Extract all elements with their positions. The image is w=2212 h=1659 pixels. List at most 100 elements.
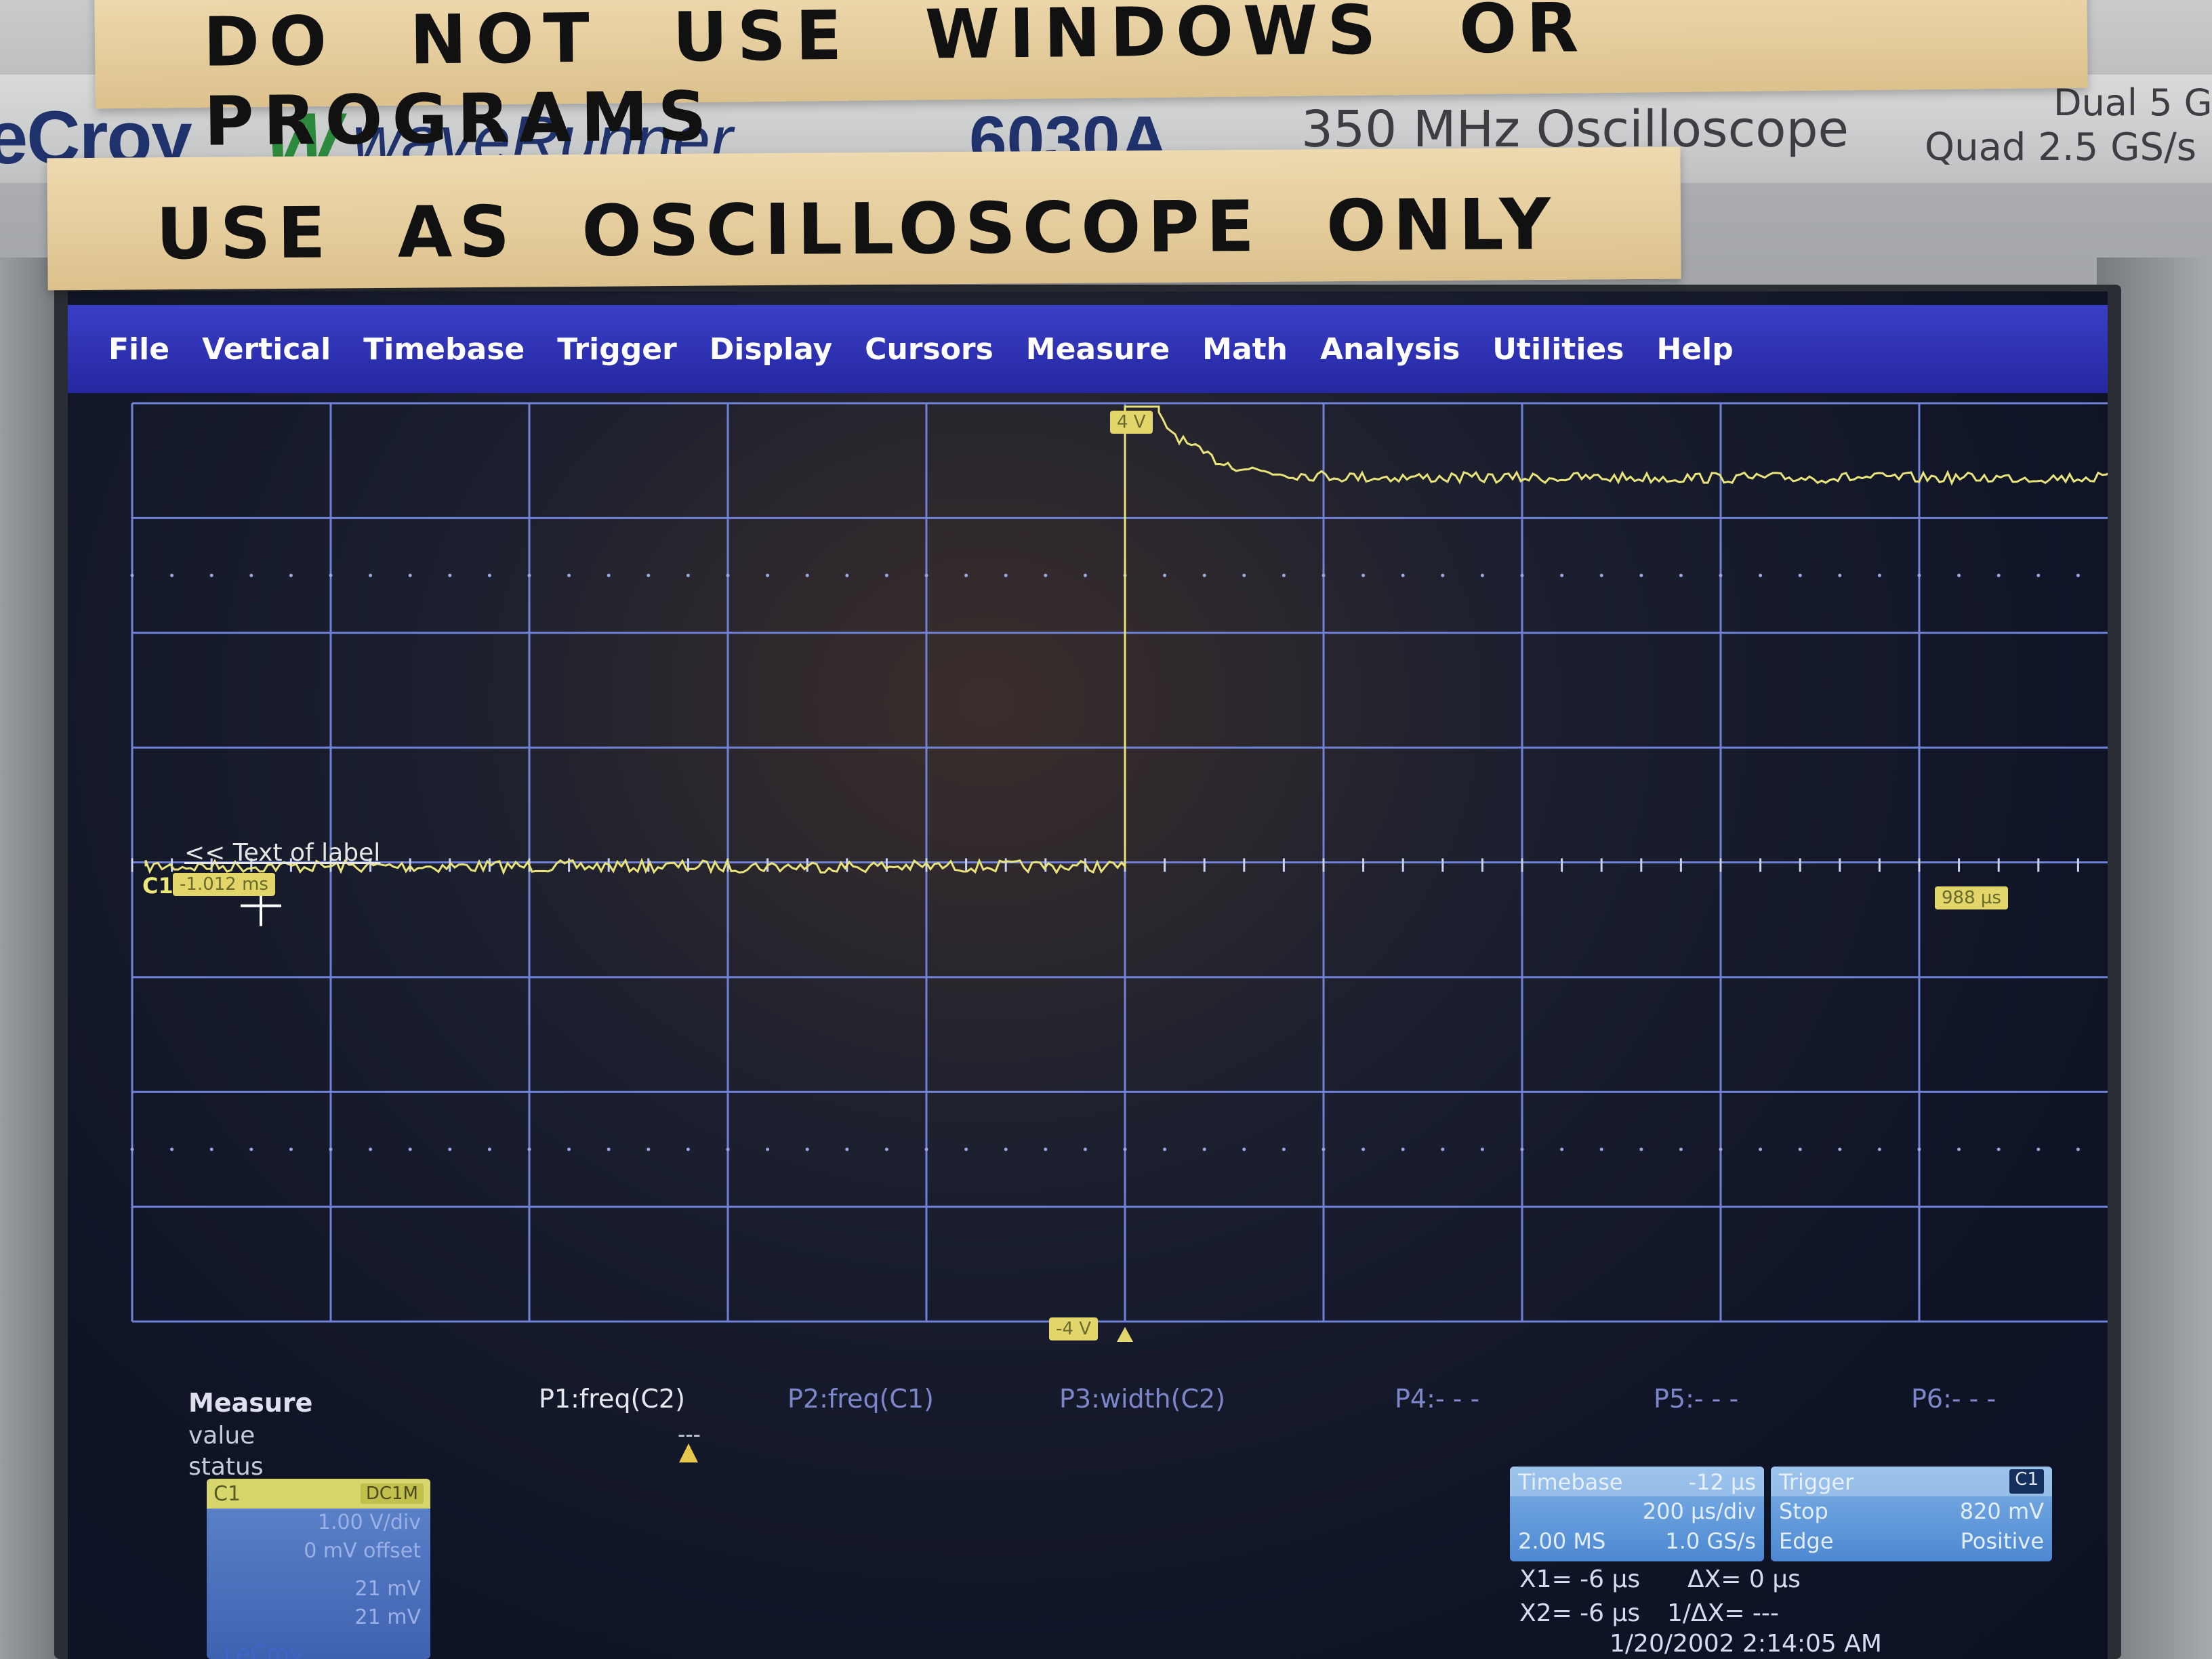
grid-dot bbox=[805, 573, 809, 577]
menu-cursors[interactable]: Cursors bbox=[865, 331, 994, 367]
grid-dot bbox=[686, 1147, 690, 1151]
param-p1-value: --- bbox=[678, 1422, 701, 1448]
grid-dot bbox=[1599, 573, 1603, 577]
timebase-descriptor[interactable]: Timebase -12 µs 200 µs/div 2.00 MS 1.0 G… bbox=[1510, 1467, 1764, 1561]
grid-dot bbox=[1282, 1147, 1286, 1151]
menu-help[interactable]: Help bbox=[1656, 331, 1734, 367]
menu-utilities[interactable]: Utilities bbox=[1492, 331, 1624, 367]
grid-dot bbox=[1838, 573, 1842, 577]
grid-dot bbox=[1520, 573, 1524, 577]
grid-dot bbox=[1361, 1147, 1366, 1151]
c1-trace bbox=[144, 405, 2108, 876]
grid-dot bbox=[2036, 1147, 2041, 1151]
warning-triangle-icon bbox=[679, 1443, 698, 1462]
grid-dot bbox=[647, 1147, 651, 1151]
grid-dot bbox=[369, 1147, 373, 1151]
grid-dot bbox=[1560, 573, 1564, 577]
timebase-header: Timebase -12 µs bbox=[1510, 1467, 1764, 1496]
trigger-level-chip-top: 4 V bbox=[1110, 411, 1153, 434]
cursor-x1-readout: X1= -6 µs bbox=[1519, 1565, 1641, 1593]
cursor-invdx-readout: 1/ΔX= --- bbox=[1667, 1599, 1779, 1627]
param-p5[interactable]: P5:- - - bbox=[1654, 1384, 1739, 1414]
grid-dot bbox=[1044, 573, 1048, 577]
grid-dot bbox=[1957, 573, 1961, 577]
grid-dot bbox=[1123, 1147, 1127, 1151]
grid-dot bbox=[1679, 573, 1683, 577]
trigger-descriptor[interactable]: Trigger C1 Stop 820 mV Edge Positive bbox=[1771, 1467, 2052, 1561]
grid-dot bbox=[2076, 573, 2080, 577]
grid-dot bbox=[1361, 573, 1366, 577]
trigger-level-chip-bottom: -4 V bbox=[1049, 1317, 1098, 1340]
grid-dot bbox=[1322, 573, 1326, 577]
grid-dot bbox=[1838, 1147, 1842, 1151]
grid-dot bbox=[607, 1147, 611, 1151]
grid-dot bbox=[766, 573, 770, 577]
grid-dot bbox=[408, 573, 412, 577]
timebase-scale: 200 µs/div bbox=[1642, 1498, 1756, 1524]
grid-dot bbox=[1560, 1147, 1564, 1151]
channel-line3: 21 mV bbox=[354, 1577, 421, 1601]
waveform-graticule[interactable] bbox=[68, 291, 2108, 1349]
trigger-mode-row: Stop 820 mV bbox=[1771, 1496, 2052, 1526]
trigger-type: Edge bbox=[1779, 1528, 1834, 1554]
menu-analysis[interactable]: Analysis bbox=[1320, 331, 1460, 367]
menu-file[interactable]: File bbox=[108, 331, 170, 367]
param-p6[interactable]: P6:- - - bbox=[1911, 1384, 1996, 1414]
grid-dot bbox=[408, 1147, 412, 1151]
grid-dot bbox=[845, 1147, 849, 1151]
grid-dot bbox=[1480, 1147, 1484, 1151]
channel-c1-descriptor[interactable]: C1 DC1M 1.00 V/div 0 mV offset 21 mV 21 … bbox=[207, 1479, 430, 1659]
trigger-source: C1 bbox=[2009, 1469, 2044, 1494]
grid-dot bbox=[1004, 1147, 1008, 1151]
menu-vertical[interactable]: Vertical bbox=[202, 331, 331, 367]
channel-offset: 0 mV offset bbox=[304, 1539, 421, 1563]
channel-scale: 1.00 V/div bbox=[317, 1511, 421, 1534]
measure-title[interactable]: Measure bbox=[188, 1388, 313, 1418]
grid-dot bbox=[1163, 573, 1167, 577]
grid-dot bbox=[1996, 573, 2001, 577]
grid-dot bbox=[209, 573, 213, 577]
grid-dot bbox=[1679, 1147, 1683, 1151]
trigger-mode: Stop bbox=[1779, 1498, 1828, 1524]
grid-dot bbox=[1083, 1147, 1087, 1151]
grid-dot bbox=[964, 1147, 968, 1151]
grid-lines bbox=[131, 402, 2108, 1323]
grid-dot bbox=[1917, 1147, 1921, 1151]
cursor-x2-readout: X2= -6 µs bbox=[1519, 1599, 1641, 1627]
param-p1[interactable]: P1:freq(C2) bbox=[539, 1384, 685, 1414]
grid-dot bbox=[170, 1147, 174, 1151]
menu-display[interactable]: Display bbox=[709, 331, 833, 367]
timebase-delay: -12 µs bbox=[1688, 1469, 1756, 1495]
grid-dot bbox=[1083, 573, 1087, 577]
channel-c1-tag[interactable]: C1 bbox=[142, 873, 173, 899]
grid-dot bbox=[448, 1147, 452, 1151]
menu-measure[interactable]: Measure bbox=[1025, 331, 1170, 367]
grid-dot bbox=[2076, 1147, 2080, 1151]
trigger-marks bbox=[241, 885, 1133, 1342]
menu-math[interactable]: Math bbox=[1202, 331, 1288, 367]
param-p4[interactable]: P4:- - - bbox=[1395, 1384, 1480, 1414]
grid-dot bbox=[329, 1147, 333, 1151]
grid-dot bbox=[1798, 1147, 1802, 1151]
menu-timebase[interactable]: Timebase bbox=[363, 331, 525, 367]
grid-dot bbox=[1877, 1147, 1881, 1151]
param-p3[interactable]: P3:width(C2) bbox=[1059, 1384, 1225, 1414]
menu-trigger[interactable]: Trigger bbox=[557, 331, 677, 367]
grid-dot bbox=[1759, 1147, 1763, 1151]
grid-dot bbox=[369, 573, 373, 577]
grid-dot bbox=[2036, 573, 2041, 577]
trigger-title: Trigger bbox=[1779, 1469, 1854, 1495]
grid-dot bbox=[1202, 1147, 1206, 1151]
grid-dot bbox=[1401, 573, 1405, 577]
trigger-time-marker-icon bbox=[1117, 1327, 1133, 1342]
grid-dot bbox=[1996, 1147, 2001, 1151]
oscilloscope-screen: File Vertical Timebase Trigger Display C… bbox=[68, 291, 2108, 1659]
param-p2[interactable]: P2:freq(C1) bbox=[787, 1384, 934, 1414]
measure-status-row: status bbox=[188, 1453, 264, 1481]
grid-dot bbox=[249, 573, 253, 577]
waveform-label-text[interactable]: << Text of label bbox=[184, 839, 381, 867]
grid-dot bbox=[1599, 1147, 1603, 1151]
grid-dot bbox=[726, 1147, 730, 1151]
grid-dot bbox=[209, 1147, 213, 1151]
grid-dot bbox=[130, 1147, 134, 1151]
